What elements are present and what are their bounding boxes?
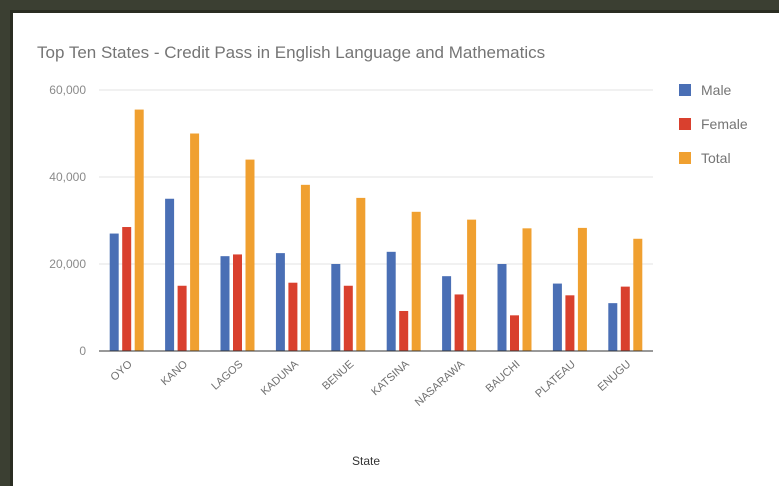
bar-female-benue [343, 285, 353, 351]
x-tick-label: NASARAWA [413, 358, 468, 409]
bar-chart: Top Ten States - Credit Pass in English … [37, 43, 748, 468]
bar-male-oyo [109, 233, 119, 351]
bar-male-enugu [608, 303, 618, 351]
bar-male-kaduna [275, 253, 285, 351]
x-tick-label: KANO [159, 358, 191, 388]
bar-total-katsina [411, 211, 421, 351]
bar-total-plateau [577, 227, 587, 351]
gridlines [99, 89, 653, 265]
bar-total-kaduna [300, 184, 310, 351]
x-tick-label: BENUE [320, 358, 356, 392]
legend: Male Female Total [679, 82, 748, 166]
x-tick-label: LAGOS [209, 358, 245, 392]
x-tick-label: BAUCHI [484, 358, 523, 395]
bar-total-lagos [245, 159, 255, 351]
legend-swatch-female [679, 118, 691, 130]
bar-total-enugu [633, 238, 643, 351]
y-axis-ticks: 0 20,000 40,000 60,000 [49, 83, 86, 358]
bar-female-plateau [565, 295, 575, 351]
bar-female-nasarawa [454, 294, 464, 351]
bar-female-katsina [399, 310, 409, 351]
x-tick-label: KADUNA [259, 358, 302, 398]
bar-total-bauchi [522, 228, 532, 351]
chart-frame: Top Ten States - Credit Pass in English … [10, 10, 779, 486]
y-tick-label: 20,000 [49, 257, 86, 271]
bar-female-bauchi [510, 315, 519, 351]
bar-total-benue [356, 197, 366, 351]
bar-female-lagos [233, 254, 242, 351]
bar-total-nasarawa [467, 219, 477, 351]
bar-total-oyo [134, 109, 144, 351]
y-tick-label: 40,000 [49, 170, 86, 184]
y-tick-label: 0 [79, 344, 86, 358]
bar-male-bauchi [497, 264, 507, 351]
bar-male-kano [165, 198, 175, 351]
legend-label-total: Total [701, 150, 731, 166]
bar-female-kaduna [288, 282, 298, 351]
bars [109, 109, 643, 351]
bar-male-katsina [386, 251, 396, 351]
y-tick-label: 60,000 [49, 83, 86, 97]
legend-swatch-male [679, 84, 691, 96]
bar-female-oyo [122, 227, 132, 351]
legend-label-male: Male [701, 82, 732, 98]
legend-label-female: Female [701, 116, 748, 132]
legend-swatch-total [679, 152, 691, 164]
bar-female-kano [177, 285, 187, 351]
bar-female-enugu [620, 286, 630, 351]
x-tick-label: ENUGU [596, 358, 634, 394]
x-axis-ticks: OYO KANO LAGOS KADUNA BENUE KATSINA NASARAWA BA… [109, 358, 634, 409]
bar-total-kano [190, 133, 200, 351]
bar-male-lagos [220, 256, 230, 351]
bar-male-plateau [552, 283, 562, 351]
chart-title: Top Ten States - Credit Pass in English … [37, 43, 545, 62]
x-tick-label: OYO [109, 358, 136, 384]
x-axis-title: State [352, 454, 380, 468]
x-tick-label: PLATEAU [533, 358, 578, 400]
bar-male-nasarawa [442, 276, 452, 351]
bar-male-benue [331, 264, 341, 351]
x-tick-label: KATSINA [369, 358, 412, 398]
